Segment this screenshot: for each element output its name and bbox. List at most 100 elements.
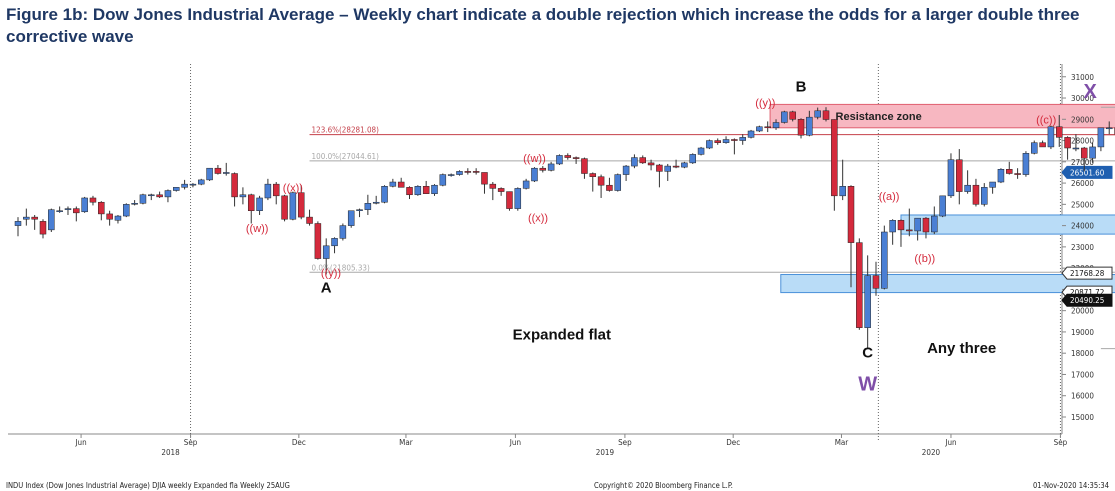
candle: [606, 184, 613, 191]
wave-label: X: [1084, 81, 1098, 103]
candle: [689, 154, 696, 164]
candle: [997, 169, 1005, 183]
candle: [64, 208, 72, 210]
candle: [722, 139, 730, 143]
wave-label: B: [796, 79, 807, 96]
candle: [831, 119, 838, 197]
y-tick-label: 24000: [1071, 222, 1094, 231]
candle: [89, 197, 97, 203]
candle: [381, 186, 388, 203]
candle: [972, 184, 980, 205]
candle: [1022, 153, 1030, 175]
x-tick-label: Jun: [509, 438, 521, 447]
candle: [164, 190, 172, 198]
candle: [772, 122, 780, 129]
wave-label: W: [858, 373, 877, 395]
candle: [314, 223, 322, 259]
candle: [597, 176, 605, 186]
resistance-zone: [769, 103, 1115, 129]
wave-label: ((w)): [523, 153, 546, 165]
candle: [847, 186, 855, 243]
candle: [223, 172, 230, 174]
candle: [439, 174, 447, 186]
candle: [23, 216, 30, 220]
candle: [189, 183, 197, 186]
candle: [989, 181, 996, 188]
candle: [156, 194, 163, 198]
candle: [14, 221, 22, 226]
candle: [297, 192, 305, 218]
candle: [581, 158, 588, 174]
candle: [1105, 127, 1113, 130]
x-year-label: 2020: [922, 448, 941, 457]
candle: [464, 171, 472, 173]
zone-label: Resistance zone: [836, 111, 922, 123]
x-tick-label: Jun: [944, 438, 956, 447]
candle: [214, 167, 222, 174]
candle: [372, 201, 380, 204]
candle: [431, 184, 438, 194]
candle: [397, 181, 405, 188]
candle: [73, 208, 80, 214]
candle: [556, 155, 563, 165]
candle: [264, 183, 272, 199]
candle: [339, 225, 347, 239]
candle: [1031, 142, 1038, 154]
candle: [139, 194, 147, 204]
candle: [472, 171, 480, 173]
candle: [664, 165, 671, 172]
x-tick-label: Dec: [726, 438, 740, 447]
fib-label: 0.0%(21805.33): [312, 263, 370, 272]
wave-label: ((a)): [879, 191, 900, 203]
candle: [39, 221, 47, 235]
candle: [247, 194, 255, 211]
y-tick-label: 16000: [1071, 392, 1094, 401]
candle: [281, 195, 288, 220]
candle: [497, 188, 505, 192]
price-tag: [1061, 293, 1113, 307]
footer-timestamp: 01-Nov-2020 14:35:34: [1033, 481, 1109, 490]
candle: [414, 186, 422, 196]
candle: [889, 220, 896, 233]
candle: [672, 165, 680, 168]
wave-label: ((x)): [528, 212, 548, 224]
candle: [1056, 126, 1063, 138]
candle: [173, 187, 180, 191]
x-tick-label: Sep: [618, 438, 632, 447]
candle: [1064, 137, 1071, 149]
candle: [489, 183, 497, 189]
footer-copyright: Copyright© 2020 Bloomberg Finance L.P.: [594, 481, 733, 490]
wave-label: ((c)): [1036, 115, 1056, 127]
candle: [864, 275, 871, 328]
y-tick-label: 23000: [1071, 243, 1094, 252]
price-tag-label: 20490.25: [1070, 296, 1104, 305]
y-tick-label: 17000: [1071, 370, 1094, 379]
x-tick-label: Sep: [184, 438, 198, 447]
candle: [964, 184, 971, 192]
candle: [547, 163, 555, 171]
candle: [981, 187, 988, 205]
candle: [514, 188, 522, 209]
candle: [564, 155, 572, 158]
candle: [697, 147, 705, 155]
candle: [539, 167, 547, 171]
candle: [639, 157, 646, 164]
candle: [256, 197, 263, 211]
candle: [198, 179, 205, 185]
y-tick-label: 20000: [1071, 307, 1094, 316]
y-tick-label: 30000: [1071, 94, 1094, 103]
wave-label: ((x)): [283, 183, 303, 195]
candle: [1097, 127, 1105, 148]
candle: [506, 191, 513, 209]
x-year-label: 2019: [596, 448, 615, 457]
candle: [322, 245, 330, 259]
candle: [614, 174, 622, 191]
candle: [31, 216, 38, 220]
wave-label: Expanded flat: [513, 326, 611, 343]
price-tag-label: 26501.60: [1070, 168, 1105, 177]
wave-label: ((w)): [246, 223, 269, 235]
candle: [806, 116, 813, 136]
candle: [56, 210, 63, 212]
candle: [422, 186, 430, 194]
price-tag-label: 21768.28: [1070, 269, 1105, 278]
